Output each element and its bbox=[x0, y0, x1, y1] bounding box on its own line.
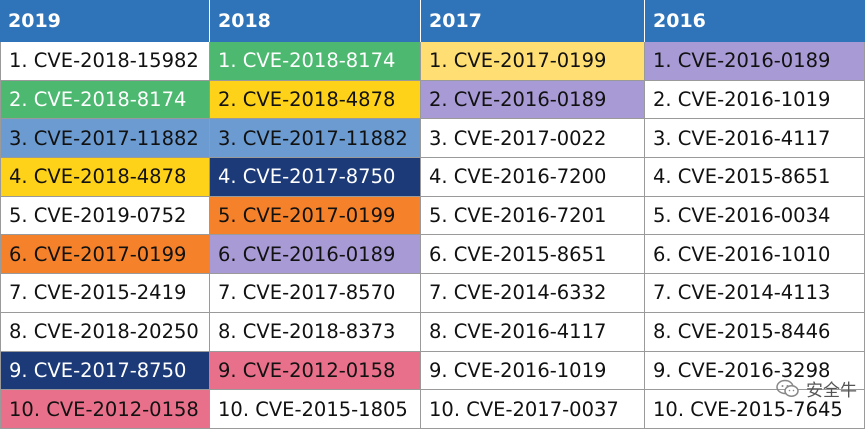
column-header-2019: 2019 bbox=[0, 0, 210, 42]
table-cell: 4. CVE-2015-8651 bbox=[645, 158, 865, 197]
table-cell: 7. CVE-2017-8570 bbox=[210, 274, 421, 313]
table-cell: 5. CVE-2016-0034 bbox=[645, 196, 865, 236]
table-cell: 1. CVE-2018-15982 bbox=[0, 42, 210, 81]
table-cell: 3. CVE-2017-11882 bbox=[0, 119, 210, 159]
table-cell: 1. CVE-2016-0189 bbox=[645, 42, 865, 81]
table-cell: 9. CVE-2016-1019 bbox=[421, 351, 645, 391]
table-cell: 3. CVE-2017-0022 bbox=[421, 119, 645, 159]
table-cell: 8. CVE-2015-8446 bbox=[645, 312, 865, 352]
table-cell: 8. CVE-2016-4117 bbox=[421, 312, 645, 352]
table-cell: 2. CVE-2016-0189 bbox=[421, 80, 645, 120]
table-cell: 5. CVE-2016-7201 bbox=[421, 196, 645, 236]
table-cell: 6. CVE-2015-8651 bbox=[421, 235, 645, 275]
column-header-2017: 2017 bbox=[421, 0, 645, 42]
table-cell: 9. CVE-2012-0158 bbox=[210, 351, 421, 391]
table-cell: 8. CVE-2018-8373 bbox=[210, 312, 421, 352]
table-cell: 10. CVE-2012-0158 bbox=[0, 390, 210, 429]
column-header-2018: 2018 bbox=[210, 0, 421, 42]
table-cell: 7. CVE-2014-6332 bbox=[421, 274, 645, 313]
table-cell: 4. CVE-2016-7200 bbox=[421, 158, 645, 197]
table-cell: 10. CVE-2015-1805 bbox=[210, 390, 421, 429]
table-cell: 3. CVE-2016-4117 bbox=[645, 119, 865, 159]
table-cell: 6. CVE-2016-0189 bbox=[210, 235, 421, 275]
table-cell: 4. CVE-2017-8750 bbox=[210, 158, 421, 197]
table-cell: 9. CVE-2016-3298 bbox=[645, 351, 865, 391]
table-cell: 10. CVE-2017-0037 bbox=[421, 390, 645, 429]
table-cell: 8. CVE-2018-20250 bbox=[0, 312, 210, 352]
table-cell: 10. CVE-2015-7645 bbox=[645, 390, 865, 429]
table-cell: 3. CVE-2017-11882 bbox=[210, 119, 421, 159]
column-header-2016: 2016 bbox=[645, 0, 865, 42]
table-cell: 4. CVE-2018-4878 bbox=[0, 158, 210, 197]
table-cell: 1. CVE-2018-8174 bbox=[210, 42, 421, 81]
table-cell: 1. CVE-2017-0199 bbox=[421, 42, 645, 81]
table-cell: 2. CVE-2016-1019 bbox=[645, 80, 865, 120]
table-cell: 2. CVE-2018-8174 bbox=[0, 80, 210, 120]
table-cell: 7. CVE-2015-2419 bbox=[0, 274, 210, 313]
table-cell: 7. CVE-2014-4113 bbox=[645, 274, 865, 313]
table-cell: 2. CVE-2018-4878 bbox=[210, 80, 421, 120]
table-cell: 5. CVE-2017-0199 bbox=[210, 196, 421, 236]
table-cell: 9. CVE-2017-8750 bbox=[0, 351, 210, 391]
table-cell: 6. CVE-2017-0199 bbox=[0, 235, 210, 275]
table-cell: 6. CVE-2016-1010 bbox=[645, 235, 865, 275]
table-cell: 5. CVE-2019-0752 bbox=[0, 196, 210, 236]
